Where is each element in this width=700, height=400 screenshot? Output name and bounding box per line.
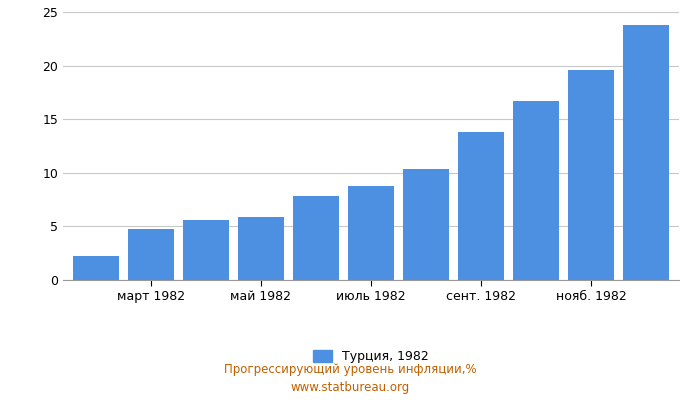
Bar (349, 186, 393, 280)
Text: www.statbureau.org: www.statbureau.org (290, 382, 410, 394)
Bar (458, 132, 503, 280)
Text: Прогрессирующий уровень инфляции,%: Прогрессирующий уровень инфляции,% (224, 364, 476, 376)
Bar (239, 217, 284, 280)
Legend: Турция, 1982: Турция, 1982 (308, 345, 434, 368)
Bar (129, 228, 174, 280)
Bar (568, 70, 613, 280)
Bar (74, 256, 118, 280)
Bar (293, 196, 339, 280)
Bar (183, 220, 228, 280)
Bar (624, 25, 668, 280)
Bar (514, 101, 559, 280)
Bar (403, 168, 449, 280)
